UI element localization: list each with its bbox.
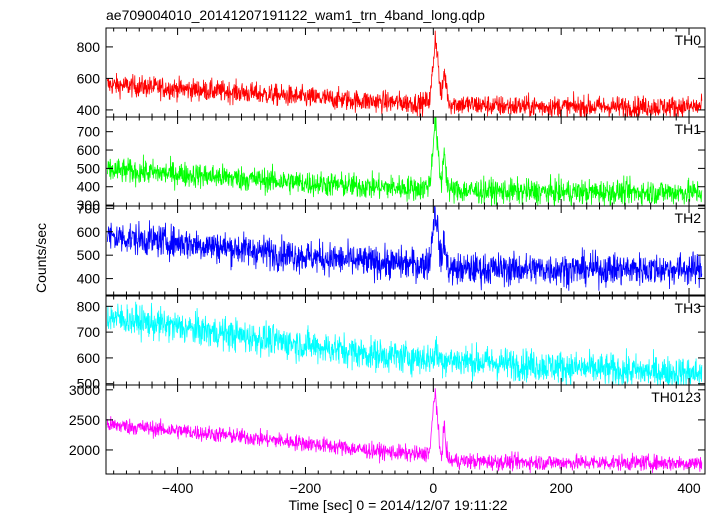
panel-th3: 500 600 700 800 TH3 bbox=[77, 295, 706, 392]
x-tick-label: 400 bbox=[677, 480, 701, 496]
y-tick-label: 700 bbox=[77, 324, 101, 340]
y-axis-label: Counts/sec bbox=[33, 223, 49, 293]
x-axis-label: Time [sec] 0 = 2014/12/07 19:11:22 bbox=[288, 497, 507, 513]
panel-th1: 300 400 500 600 700 TH1 bbox=[77, 116, 706, 213]
y-tick-label: 2000 bbox=[69, 442, 100, 458]
y-tick-label: 400 bbox=[77, 271, 101, 287]
series-line-th3 bbox=[106, 301, 703, 385]
panel-th2: 400 500 600 700 TH2 bbox=[77, 200, 706, 296]
y-tick-label: 800 bbox=[77, 298, 101, 314]
y-tick-label: 700 bbox=[77, 200, 101, 216]
panel-th0: 400 600 800 TH0 bbox=[77, 27, 706, 118]
y-tick-label: 400 bbox=[77, 102, 101, 118]
y-tick-label: 500 bbox=[77, 376, 101, 392]
x-tick-label: 0 bbox=[429, 480, 437, 496]
y-tick-label: 600 bbox=[77, 142, 101, 158]
y-tick-label: 600 bbox=[77, 70, 101, 86]
series-line-th1 bbox=[106, 117, 703, 206]
y-tick-label: 700 bbox=[77, 124, 101, 140]
y-tick-label: 600 bbox=[77, 350, 101, 366]
x-tick-label: −200 bbox=[290, 480, 322, 496]
series-line-th0 bbox=[106, 30, 703, 117]
panel-label-th1: TH1 bbox=[675, 121, 702, 137]
panel-frame bbox=[105, 384, 706, 475]
panels-group: 400 600 800 TH0 300 400 500 600 700 TH1 400 500 600 7… bbox=[69, 27, 706, 475]
series-line-th0123 bbox=[106, 388, 703, 474]
y-tick-label: 800 bbox=[77, 39, 101, 55]
y-tick-label: 500 bbox=[77, 247, 101, 263]
panel-label-th0: TH0 bbox=[675, 32, 702, 48]
y-tick-label: 600 bbox=[77, 224, 101, 240]
panel-label-th3: TH3 bbox=[675, 300, 702, 316]
panel-th0123: 2000 2500 3000 TH0123 bbox=[69, 382, 706, 475]
series-line-th2 bbox=[106, 206, 703, 291]
x-tick-label: −400 bbox=[162, 480, 194, 496]
y-tick-label: 3000 bbox=[69, 382, 100, 398]
y-tick-label: 300 bbox=[77, 197, 101, 213]
x-axis: −400 −200 0 200 400 bbox=[162, 480, 701, 496]
panel-label-th2: TH2 bbox=[675, 210, 702, 226]
y-tick-label: 500 bbox=[77, 160, 101, 176]
chart-title: ae709004010_20141207191122_wam1_trn_4ban… bbox=[106, 7, 485, 23]
panel-frame bbox=[105, 205, 706, 296]
y-tick-label: 400 bbox=[77, 179, 101, 195]
x-tick-label: 200 bbox=[549, 480, 573, 496]
y-tick-label: 2500 bbox=[69, 412, 100, 428]
panel-label-th0123: TH0123 bbox=[651, 389, 701, 405]
